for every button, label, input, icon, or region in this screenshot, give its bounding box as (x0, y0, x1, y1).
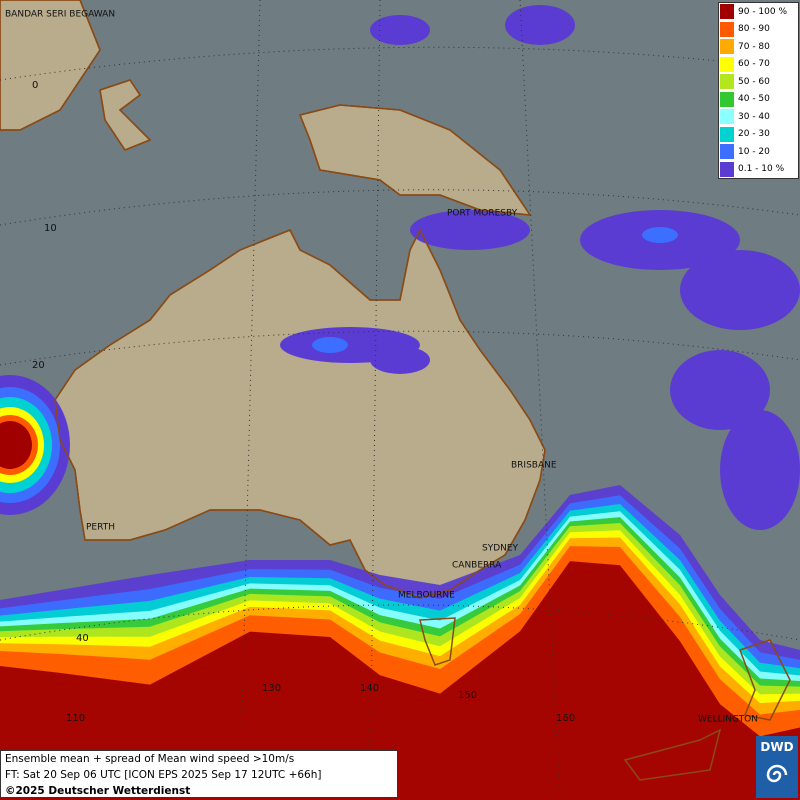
wind-area (680, 250, 800, 330)
place-label: PERTH (86, 523, 115, 533)
wind-area (370, 15, 430, 45)
lat-line (0, 46, 800, 81)
wind-area (505, 5, 575, 45)
legend: 90 - 100 % 80 - 90 70 - 80 60 - 70 50 - 60 40… (718, 2, 799, 179)
new-guinea (298, 104, 532, 216)
legend-label: 70 - 80 (738, 41, 770, 52)
lon-line (519, 0, 561, 800)
wind-area (410, 210, 530, 250)
legend-item: 0.1 - 10 % (719, 161, 798, 179)
legend-item: 10 - 20 (719, 143, 798, 161)
logo: DWD (756, 736, 798, 798)
place-label: WELLINGTON (698, 715, 758, 725)
legend-label: 60 - 70 (738, 59, 770, 70)
wind-area (0, 421, 32, 469)
footer-line: Ensemble mean + spread of Mean wind spee… (5, 753, 295, 765)
legend-item: 40 - 50 (719, 91, 798, 109)
legend-label: 40 - 50 (738, 94, 770, 105)
legend-label: 30 - 40 (738, 111, 770, 122)
wind-area (0, 561, 800, 800)
nz-north (739, 639, 791, 721)
place-label: CANBERRA (452, 561, 502, 571)
sulawesi (99, 79, 152, 151)
nz-south (623, 728, 722, 781)
tasmania (419, 617, 456, 666)
place-label: PORT MORESBY (447, 209, 518, 219)
coastline (0, 0, 791, 781)
place-label: SYDNEY (482, 544, 519, 554)
legend-swatch (720, 74, 734, 90)
grid-label: 140 (360, 683, 379, 694)
legend-label: 0.1 - 10 % (738, 164, 785, 175)
legend-swatch (720, 144, 734, 160)
logo-icon (766, 764, 788, 783)
legend-label: 90 - 100 % (738, 6, 788, 17)
lon-line (239, 0, 261, 800)
grid-label: 110 (66, 713, 85, 724)
borneo (0, 0, 101, 131)
legend-label: 50 - 60 (738, 76, 770, 87)
new-guinea (298, 104, 532, 216)
legend-swatch (720, 56, 734, 72)
place-label: BANDAR SERI BEGAWAN (5, 10, 115, 20)
australia (54, 228, 546, 599)
legend-item: 70 - 80 (719, 38, 798, 56)
wind-area (312, 337, 348, 353)
legend-swatch (720, 21, 734, 37)
grid-label: 10 (44, 223, 57, 234)
footer-line: ©2025 Deutscher Wetterdienst (5, 785, 191, 797)
grid-label: 130 (262, 683, 281, 694)
legend-swatch (720, 39, 734, 55)
footer: Ensemble mean + spread of Mean wind spee… (0, 750, 398, 798)
legend-item: 30 - 40 (719, 108, 798, 126)
australia (54, 228, 546, 599)
place-label: MELBOURNE (398, 591, 455, 601)
legend-item: 60 - 70 (719, 56, 798, 74)
legend-swatch (720, 126, 734, 142)
legend-label: 20 - 30 (738, 129, 770, 140)
legend-item: 80 - 90 (719, 21, 798, 39)
grid-label: 40 (76, 633, 89, 644)
legend-item: 50 - 60 (719, 73, 798, 91)
legend-swatch (720, 161, 734, 177)
grid-label: 20 (32, 360, 45, 371)
wind-area (670, 350, 770, 430)
grid-label: 150 (458, 690, 477, 701)
grid-label: 160 (556, 713, 575, 724)
legend-item: 90 - 100 % (719, 3, 798, 21)
wind-area (720, 410, 800, 530)
grid-label: 0 (32, 80, 38, 91)
place-label: BRISBANE (511, 461, 557, 471)
legend-swatch (720, 91, 734, 107)
footer-line: FT: Sat 20 Sep 06 UTC [ICON EPS 2025 Sep… (5, 769, 322, 781)
borneo (0, 0, 101, 131)
wind-area (370, 346, 430, 374)
legend-label: 80 - 90 (738, 24, 770, 35)
wind-area (642, 227, 678, 243)
legend-swatch (720, 4, 734, 20)
wind-layers (0, 5, 800, 800)
legend-label: 10 - 20 (738, 146, 770, 157)
lon-line (369, 0, 381, 800)
legend-swatch (720, 109, 734, 125)
logo-text: DWD (760, 740, 794, 754)
legend-item: 20 - 30 (719, 126, 798, 144)
